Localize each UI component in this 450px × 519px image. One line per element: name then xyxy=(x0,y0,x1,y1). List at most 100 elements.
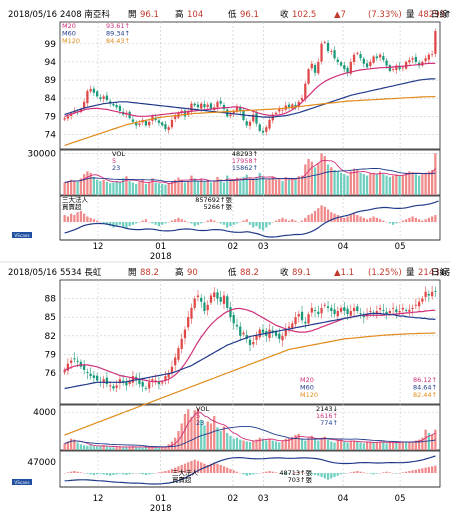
volume-bar xyxy=(300,438,304,450)
flow-bar xyxy=(128,222,131,227)
volume-bar xyxy=(216,427,219,450)
volume-bar xyxy=(86,445,89,450)
volume-bar xyxy=(297,176,300,195)
volume-bar xyxy=(73,439,76,450)
ma-line-m60 xyxy=(64,312,436,390)
volume-bar xyxy=(154,447,157,450)
candle-body xyxy=(404,61,408,69)
volume-bar xyxy=(102,179,105,195)
flow-bar xyxy=(287,220,291,222)
volume-bar xyxy=(209,423,213,450)
volume-bar xyxy=(128,181,131,195)
volume-bar xyxy=(196,181,200,195)
flow-bar xyxy=(141,473,144,475)
flow-bar xyxy=(89,217,92,222)
volume-bar xyxy=(417,175,421,195)
candle-body xyxy=(242,332,245,335)
volume-bar xyxy=(284,176,287,195)
volume-bar xyxy=(404,442,408,450)
candle-body xyxy=(161,122,164,126)
volume-bar xyxy=(265,440,268,450)
candle-body xyxy=(99,97,102,99)
flow-bar xyxy=(333,213,336,222)
candle-body xyxy=(174,116,177,120)
candle-body xyxy=(375,56,378,59)
flow-bar xyxy=(336,215,339,222)
flow-bar xyxy=(96,220,99,222)
flow-bar xyxy=(183,220,187,222)
volume-bar xyxy=(424,172,427,195)
candle-body xyxy=(167,373,170,378)
volume-bar xyxy=(365,442,369,450)
header-volume-unit: ↑張 xyxy=(445,10,450,20)
volume-bar xyxy=(161,183,164,195)
flow-bar xyxy=(151,473,154,474)
volume-bar xyxy=(200,419,203,450)
price-tick-label: 74 xyxy=(45,130,57,140)
candle-body xyxy=(229,307,232,318)
candle-body xyxy=(372,56,375,63)
flow-bar xyxy=(248,222,252,225)
candle-body xyxy=(248,121,252,126)
candle-body xyxy=(66,363,70,371)
volume-bar xyxy=(170,181,174,195)
candle-body xyxy=(313,310,317,311)
volume-bar xyxy=(310,435,313,450)
flow-bar xyxy=(369,473,372,474)
flow-bar xyxy=(427,467,431,473)
flow-bar xyxy=(352,213,356,222)
candle-body xyxy=(239,107,242,111)
volume-bar xyxy=(391,441,395,450)
flow-bar xyxy=(118,473,122,474)
flow-bar xyxy=(424,467,427,473)
flow-bar xyxy=(427,217,431,222)
candle-body xyxy=(73,358,76,360)
flow-bar xyxy=(430,466,434,473)
volume-bar xyxy=(190,416,193,450)
flow-bar xyxy=(200,222,203,224)
volume-bar xyxy=(174,179,177,195)
candle-body xyxy=(287,326,291,329)
flow-bar xyxy=(135,222,138,224)
volume-bar xyxy=(391,175,395,195)
flow-bar xyxy=(151,222,154,224)
candle-body xyxy=(183,110,187,117)
volume-legend-value: 2143↓ xyxy=(316,405,338,413)
volume-bar xyxy=(239,181,242,195)
candle-body xyxy=(278,109,281,112)
volume-bar xyxy=(323,156,326,195)
candle-body xyxy=(112,386,115,389)
volume-bar xyxy=(135,446,138,450)
flow-bar xyxy=(278,219,281,222)
flow-bar xyxy=(434,465,437,473)
flow-bar xyxy=(161,471,164,473)
candle-body xyxy=(339,307,343,312)
flow-bar xyxy=(349,472,352,473)
volume-bar xyxy=(323,436,326,450)
volume-bar xyxy=(317,440,320,450)
flow-bar xyxy=(69,471,73,473)
header-date: 2018/05/16 xyxy=(8,10,57,20)
volume-bar xyxy=(164,184,167,195)
volume-bar xyxy=(434,429,437,450)
candle-body xyxy=(284,329,287,336)
volume-bar xyxy=(395,174,398,195)
candle-body xyxy=(144,120,148,126)
ma-line-m20 xyxy=(64,307,436,383)
x-tick-label: 05 xyxy=(395,494,406,504)
header-volume-value: 48293 xyxy=(418,10,445,20)
volume-bar xyxy=(196,408,200,450)
x-tick-label: 12 xyxy=(93,242,104,252)
flow-bar xyxy=(300,220,304,222)
flow-bar xyxy=(157,472,161,473)
volume-bar xyxy=(333,170,336,195)
volume-bar xyxy=(219,179,222,195)
volume-bar xyxy=(154,182,157,195)
header-close-value: 89.1 xyxy=(292,268,311,278)
flow-bar xyxy=(196,461,200,473)
flow-bar xyxy=(177,466,180,473)
flow-bar xyxy=(326,473,330,480)
volume-bar xyxy=(63,182,66,195)
volume-bar xyxy=(144,447,148,450)
flow-bar xyxy=(141,220,144,222)
